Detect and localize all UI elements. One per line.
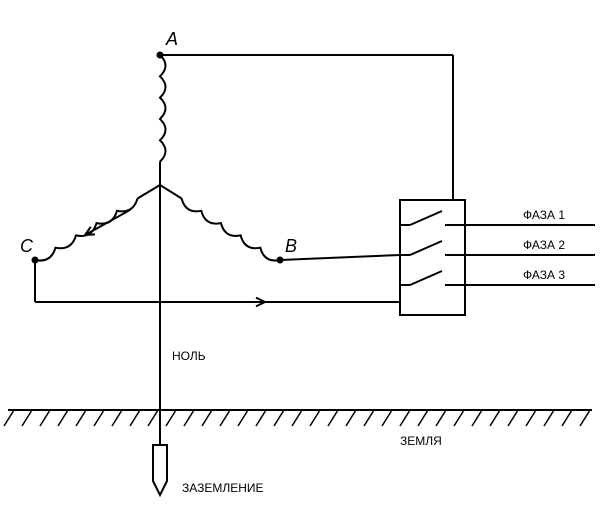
- breaker-box: [400, 200, 465, 315]
- label-earth: ЗЕМЛЯ: [400, 434, 442, 448]
- label-A: A: [165, 29, 178, 49]
- ground-rod: [153, 445, 167, 495]
- label-neutral: НОЛЬ: [172, 349, 206, 363]
- label-B: B: [285, 236, 297, 256]
- label-phase2: ФАЗА 2: [523, 238, 565, 252]
- wiring-diagram: A B C ФАЗА 1 ФАЗА 2 ФАЗА 3 НОЛЬ ЗЕМЛЯ ЗАЗЕМЛЕНИЕ: [0, 0, 600, 530]
- label-C: C: [20, 236, 34, 256]
- label-ground: ЗАЗЕМЛЕНИЕ: [182, 481, 264, 495]
- label-phase1: ФАЗА 1: [523, 208, 565, 222]
- label-phase3: ФАЗА 3: [523, 268, 565, 282]
